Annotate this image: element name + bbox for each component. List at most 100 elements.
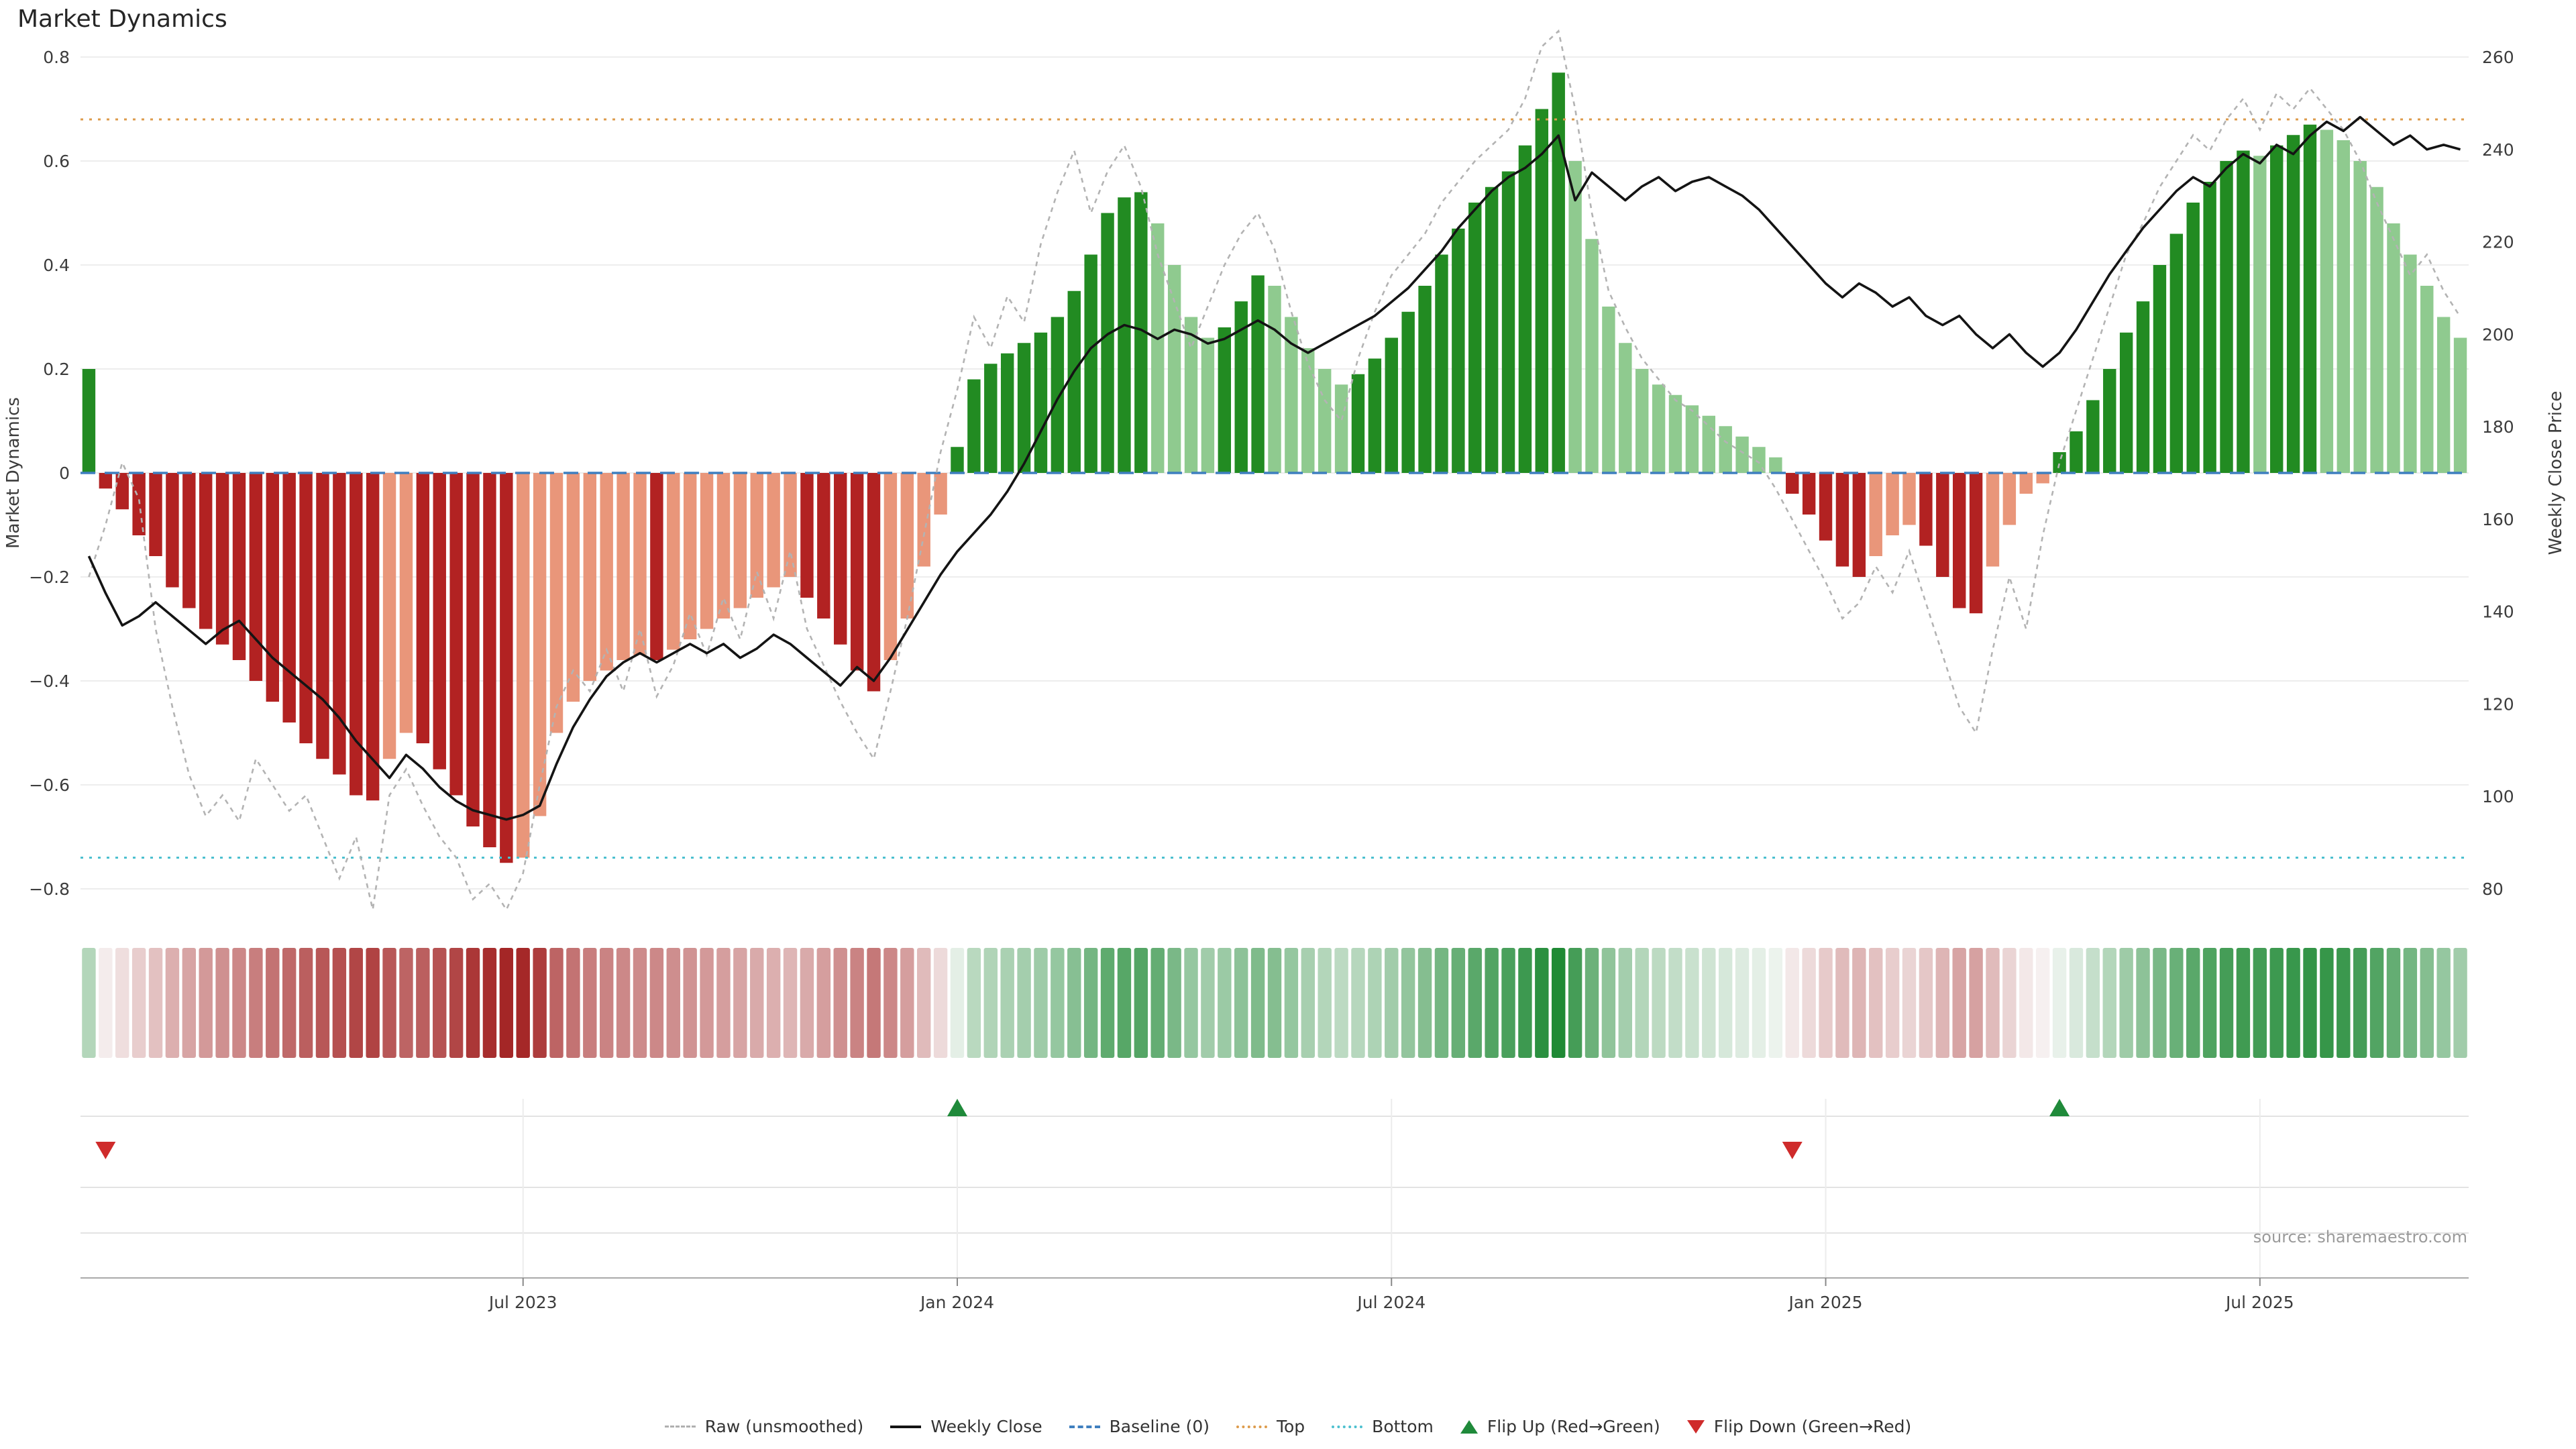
heatmap-cell — [466, 948, 480, 1058]
y-left-tick-label: 0 — [59, 464, 70, 483]
dynamics-bar — [416, 473, 430, 743]
dynamics-bar — [1752, 447, 1766, 473]
heatmap-cell — [1184, 948, 1198, 1058]
heatmap-cell — [1250, 948, 1265, 1058]
dynamics-bar — [1234, 301, 1248, 473]
heatmap-cell — [1451, 948, 1466, 1058]
heatmap-cell — [2119, 948, 2133, 1058]
flip-up-marker — [2049, 1099, 2070, 1116]
heatmap-cell — [1417, 948, 1432, 1058]
heatmap-cell — [2102, 948, 2116, 1058]
dynamics-bar — [834, 473, 847, 645]
heatmap-cell — [2086, 948, 2100, 1058]
heatmap-cell — [916, 948, 931, 1058]
dynamics-bar — [1468, 203, 1482, 473]
heatmap-cell — [983, 948, 998, 1058]
heatmap-cell — [499, 948, 514, 1058]
legend-bottom-label: Bottom — [1372, 1417, 1434, 1436]
dynamics-bar — [2220, 161, 2233, 473]
heatmap-cell — [1334, 948, 1348, 1058]
dynamics-bar — [1435, 254, 1448, 473]
dynamics-bar — [2169, 233, 2184, 473]
heatmap-cell — [1835, 948, 1849, 1058]
legend-item-weekly-close: Weekly Close — [890, 1417, 1042, 1436]
dynamics-bar — [650, 473, 663, 660]
heatmap-cell — [800, 948, 814, 1058]
dynamics-bar — [2436, 317, 2451, 473]
heatmap-cell — [2436, 948, 2451, 1058]
heatmap-cell — [1301, 948, 1315, 1058]
heatmap-cell — [1051, 948, 1065, 1058]
dynamics-bar — [333, 473, 346, 775]
heatmap-cell — [1919, 948, 1933, 1058]
dynamics-bar — [1051, 317, 1065, 473]
heatmap-cell — [1568, 948, 1582, 1058]
dynamics-bar — [716, 473, 731, 619]
legend-item-top: Top — [1236, 1417, 1305, 1436]
dynamics-bar — [867, 473, 881, 692]
flip-down-triangle-icon — [1686, 1419, 1705, 1434]
dynamics-bar — [984, 364, 998, 473]
heatmap-cell — [2269, 948, 2284, 1058]
dynamics-bar — [1301, 348, 1315, 473]
raw-unsmoothed-line — [88, 29, 2461, 912]
dynamics-bar — [1886, 473, 1899, 535]
dynamics-bar — [1401, 311, 1415, 473]
x-tick-label: Jan 2025 — [1787, 1293, 1862, 1312]
dynamics-bar — [951, 447, 964, 473]
dynamics-bar — [566, 473, 580, 702]
heatmap-cell — [482, 948, 497, 1058]
dynamics-bar — [1802, 473, 1816, 515]
heatmap-cell — [1535, 948, 1549, 1058]
dynamics-bar — [2070, 431, 2083, 473]
heatmap-cell — [2169, 948, 2184, 1058]
heatmap-cell — [1819, 948, 1833, 1058]
dynamics-bar — [800, 473, 814, 598]
heatmap-cell — [1434, 948, 1449, 1058]
heatmap-cell — [2186, 948, 2200, 1058]
heatmap-cell — [1017, 948, 1031, 1058]
heatmap-cell — [516, 948, 530, 1058]
dynamics-bar — [1084, 254, 1097, 473]
legend-top-label: Top — [1276, 1417, 1305, 1436]
heatmap-cell — [433, 948, 447, 1058]
heatmap-cell — [633, 948, 647, 1058]
bottom-line-icon — [1332, 1425, 1363, 1428]
dynamics-bar — [1652, 384, 1666, 473]
heatmap-cell — [1067, 948, 1081, 1058]
dynamics-bar — [1919, 473, 1933, 546]
dynamics-bar — [549, 473, 564, 733]
y-right-tick-label: 100 — [2482, 787, 2514, 806]
heatmap-cell — [2202, 948, 2217, 1058]
heatmap-cell — [2153, 948, 2167, 1058]
heatmap-cell — [165, 948, 180, 1058]
dynamics-bar — [1685, 405, 1699, 473]
heatmap-cell — [599, 948, 614, 1058]
dynamics-bar — [883, 473, 898, 660]
heatmap-cell — [733, 948, 747, 1058]
legend-item-bottom: Bottom — [1332, 1417, 1434, 1436]
heatmap-cell — [867, 948, 881, 1058]
heatmap-cell — [1668, 948, 1682, 1058]
heatmap-cell — [1802, 948, 1816, 1058]
heatmap-cell — [399, 948, 413, 1058]
dynamics-bar — [1535, 109, 1549, 473]
dynamics-bar — [1452, 228, 1465, 473]
heatmap-cell — [950, 948, 965, 1058]
weekly-close-line — [87, 115, 2461, 821]
y-left-tick-label: −0.2 — [29, 568, 70, 587]
dynamics-bar — [2103, 369, 2116, 473]
heatmap-cell — [2303, 948, 2317, 1058]
heatmap-cell — [1986, 948, 2000, 1058]
dynamics-bar — [1385, 337, 1398, 473]
heatmap-cell — [2353, 948, 2367, 1058]
heatmap-cell — [2069, 948, 2084, 1058]
dynamics-bar — [199, 473, 213, 629]
dynamics-bar — [2303, 124, 2317, 473]
heatmap-cell — [249, 948, 263, 1058]
dynamics-bar — [382, 473, 396, 759]
dynamics-bar — [1218, 327, 1232, 473]
legend-raw-label: Raw (unsmoothed) — [704, 1417, 864, 1436]
heatmap-cell — [99, 948, 113, 1058]
dynamics-bar — [817, 473, 830, 619]
